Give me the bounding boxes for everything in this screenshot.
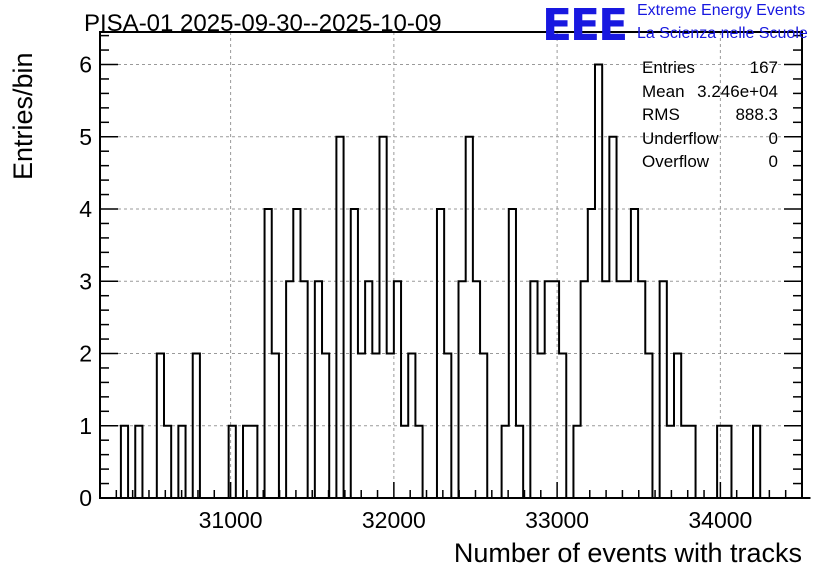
x-tick-label: 34000 <box>688 507 752 533</box>
eee-logo: EEE <box>542 0 628 51</box>
stat-row-rms: RMS 888.3 <box>642 105 778 129</box>
stat-value: 0 <box>768 128 778 148</box>
stat-value: 0 <box>768 152 778 171</box>
y-tick-label: 0 <box>79 485 92 511</box>
x-tick-label: 33000 <box>525 507 589 533</box>
tick-labels: 31000 32000 33000 34000 0 1 2 3 4 5 6 <box>79 52 752 533</box>
histogram-outline <box>106 63 811 499</box>
y-axis-label: Entries/bin <box>8 52 38 180</box>
logo-line-1: Extreme Energy Events <box>637 2 806 19</box>
logo-line-2: La Scienza nelle Scuole <box>637 25 808 42</box>
x-tick-label: 32000 <box>362 507 426 533</box>
y-tick-label: 2 <box>79 341 92 367</box>
stat-value: 888.3 <box>735 105 778 124</box>
y-tick-label: 1 <box>79 413 92 439</box>
y-tick-label: 6 <box>79 52 92 78</box>
stat-value: 167 <box>749 58 778 77</box>
stats-box: Entries 167 Mean 3.246e+04 RMS 888.3 Und… <box>642 58 778 176</box>
ticks-layer <box>99 34 803 499</box>
stat-row-overflow: Overflow 0 <box>642 152 778 176</box>
stat-row-underflow: Underflow 0 <box>642 129 778 153</box>
stat-row-mean: Mean 3.246e+04 <box>642 82 778 106</box>
stat-name: Mean <box>642 81 685 101</box>
x-tick-label: 31000 <box>199 507 263 533</box>
y-tick-label: 5 <box>79 124 92 150</box>
y-tick-label: 4 <box>79 196 92 222</box>
x-axis-label: Number of events with tracks <box>453 538 802 568</box>
chart-title: PISA-01 2025-09-30--2025-10-09 <box>84 10 442 37</box>
plot-frame <box>99 31 803 499</box>
stat-name: RMS <box>642 105 680 124</box>
stat-name: Entries <box>642 58 695 77</box>
stat-name: Overflow <box>642 152 710 171</box>
stat-row-entries: Entries 167 <box>642 58 778 82</box>
stat-name: Underflow <box>642 128 719 148</box>
stat-value: 3.246e+04 <box>697 81 778 101</box>
y-tick-label: 3 <box>79 268 92 294</box>
